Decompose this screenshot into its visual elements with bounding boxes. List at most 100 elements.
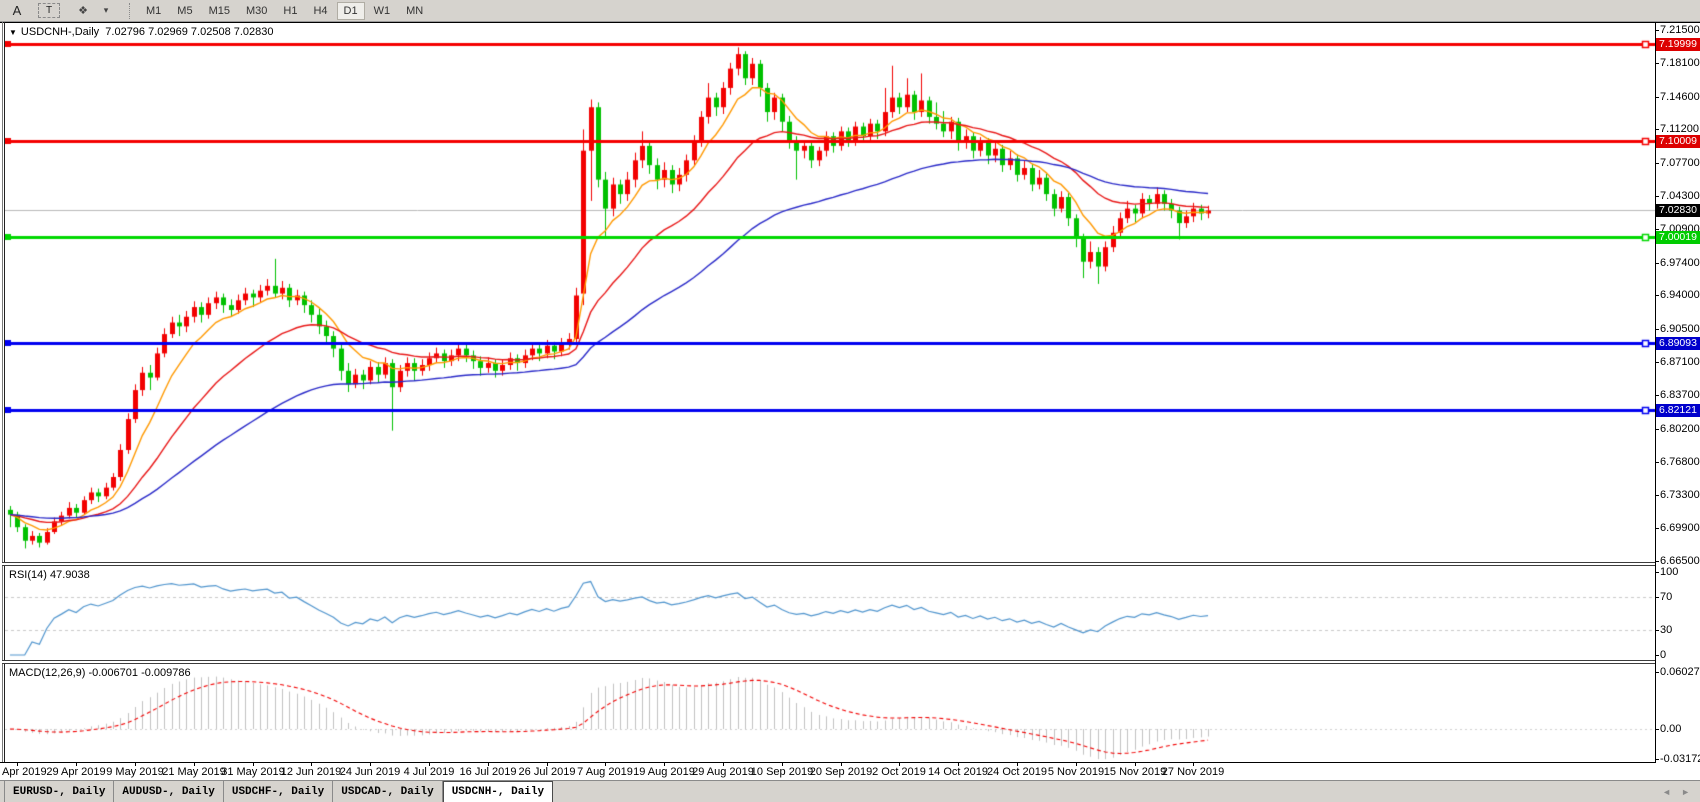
- price-line-badge: 6.89093: [1656, 337, 1700, 350]
- price-tick-label: 6.90500: [1660, 323, 1700, 335]
- date-label: 10 Sep 2019: [750, 766, 814, 778]
- rsi-panel-canvas[interactable]: [5, 566, 1655, 661]
- date-tick: [311, 763, 312, 766]
- date-label: 16 Apr 2019: [0, 766, 47, 778]
- price-tick: [1655, 462, 1659, 463]
- date-label: 21 May 2019: [162, 766, 226, 778]
- cursor-tool-icon[interactable]: ❖: [78, 5, 88, 17]
- timeframe-button-w1[interactable]: W1: [373, 4, 391, 17]
- tab-usdchf[interactable]: USDCHF-, Daily: [224, 781, 334, 802]
- price-tick-label: 6.87100: [1660, 356, 1700, 368]
- date-tick: [253, 763, 254, 766]
- date-label: 26 Jul 2019: [518, 766, 576, 778]
- rsi-tick: [1655, 572, 1659, 573]
- panel-separator[interactable]: [2, 562, 1656, 566]
- date-label: 31 May 2019: [221, 766, 285, 778]
- chart-title: ▼ USDCNH-,Daily 7.02796 7.02969 7.02508 7…: [9, 26, 274, 38]
- date-label: 24 Jun 2019: [339, 766, 401, 778]
- timeframe-button-m30[interactable]: M30: [245, 4, 268, 17]
- timeframe-button-mn[interactable]: MN: [406, 4, 424, 17]
- tab-eurusd[interactable]: EURUSD-, Daily: [4, 781, 115, 802]
- price-axis-line: [1655, 23, 1656, 762]
- price-line-badge: 6.82121: [1656, 404, 1700, 417]
- panel-separator[interactable]: [2, 660, 1656, 664]
- price-tick: [1655, 30, 1659, 31]
- macd-panel-canvas[interactable]: [5, 664, 1655, 762]
- price-tick: [1655, 196, 1659, 197]
- cursor-tool-dropdown-icon[interactable]: ▾: [103, 5, 109, 15]
- price-tick: [1655, 163, 1659, 164]
- tab-usdcad[interactable]: USDCAD-, Daily: [333, 781, 443, 802]
- price-line-badge: 7.19999: [1656, 38, 1700, 51]
- timeframe-button-d1[interactable]: D1: [336, 1, 365, 20]
- date-label: 16 Jul 2019: [459, 766, 517, 778]
- rsi-tick: [1655, 655, 1659, 656]
- timeframe-button-m5[interactable]: M5: [177, 4, 193, 17]
- date-tick: [605, 763, 606, 766]
- price-tick: [1655, 429, 1659, 430]
- date-label: 19 Aug 2019: [633, 766, 695, 778]
- date-tick: [194, 763, 195, 766]
- date-tick: [664, 763, 665, 766]
- tab-scrollers: ◄ ►: [1662, 781, 1700, 802]
- date-tick: [723, 763, 724, 766]
- text-box-tool-icon[interactable]: T: [38, 3, 60, 18]
- price-tick: [1655, 295, 1659, 296]
- chart-symbol-label: USDCNH-,Daily: [20, 26, 100, 38]
- price-line-badge: 7.00019: [1656, 231, 1700, 244]
- price-tick: [1655, 129, 1659, 130]
- price-tick-label: 6.73300: [1660, 489, 1700, 501]
- price-tick-label: 6.97400: [1660, 257, 1700, 269]
- date-tick: [782, 763, 783, 766]
- price-tick: [1655, 329, 1659, 330]
- price-tick-label: 6.76800: [1660, 456, 1700, 468]
- macd-tick-label: -0.031725: [1660, 753, 1700, 765]
- date-label: 9 May 2019: [106, 766, 164, 778]
- chart-top-border: [0, 22, 1700, 23]
- date-tick: [488, 763, 489, 766]
- date-label: 7 Aug 2019: [577, 766, 633, 778]
- price-tick-label: 6.80200: [1660, 423, 1700, 435]
- macd-tick: [1655, 729, 1659, 730]
- tab-scroll-left-icon[interactable]: ◄: [1662, 786, 1672, 797]
- price-tick: [1655, 528, 1659, 529]
- rsi-tick-label: 30: [1660, 624, 1673, 636]
- price-tick: [1655, 362, 1659, 363]
- price-tick: [1655, 97, 1659, 98]
- date-tick: [958, 763, 959, 766]
- toolbar-separator: [129, 2, 130, 19]
- date-label: 24 Oct 2019: [987, 766, 1047, 778]
- timeframe-button-m15[interactable]: M15: [208, 4, 230, 17]
- tab-scroll-right-icon[interactable]: ►: [1681, 786, 1690, 797]
- chart-bottom-border: [0, 762, 1656, 763]
- date-tick: [1017, 763, 1018, 766]
- timeframe-button-m1[interactable]: M1: [146, 4, 162, 17]
- tab-audusd[interactable]: AUDUSD-, Daily: [114, 781, 224, 802]
- date-label: 4 Jul 2019: [403, 766, 455, 778]
- macd-indicator-label: MACD(12,26,9) -0.006701 -0.009786: [9, 667, 191, 679]
- chart-dropdown-icon[interactable]: ▼: [9, 28, 17, 37]
- rsi-tick-label: 0: [1660, 649, 1667, 661]
- price-tick-label: 6.66500: [1660, 555, 1700, 567]
- date-label: 12 Jun 2019: [280, 766, 342, 778]
- chart-tabs: EURUSD-, Daily AUDUSD-, Daily USDCHF-, Dai…: [4, 781, 554, 802]
- macd-tick-label: 0.060273: [1660, 666, 1700, 678]
- date-tick: [841, 763, 842, 766]
- date-tick: [76, 763, 77, 766]
- date-tick: [1076, 763, 1077, 766]
- chart-ohlc-values: 7.02796 7.02969 7.02508 7.02830: [105, 26, 274, 38]
- price-tick-label: 7.18100: [1660, 57, 1700, 69]
- price-chart-canvas[interactable]: [5, 23, 1655, 562]
- rsi-tick-label: 100: [1660, 566, 1679, 578]
- price-tick: [1655, 561, 1659, 562]
- date-tick: [547, 763, 548, 766]
- price-tick-label: 6.94000: [1660, 289, 1700, 301]
- text-label-tool-icon[interactable]: A: [12, 3, 22, 18]
- timeframe-button-h1[interactable]: H1: [283, 4, 298, 17]
- date-label: 5 Nov 2019: [1047, 766, 1105, 778]
- price-tick: [1655, 229, 1659, 230]
- tab-usdcnh[interactable]: USDCNH-, Daily: [442, 781, 554, 802]
- timeframe-button-h4[interactable]: H4: [313, 4, 328, 17]
- price-tick-label: 6.69900: [1660, 522, 1700, 534]
